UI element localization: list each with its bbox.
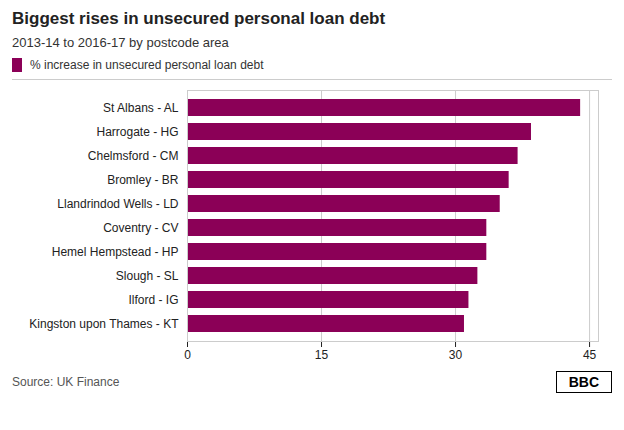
svg-text:Coventry - CV: Coventry - CV bbox=[103, 221, 178, 235]
svg-text:Ilford - IG: Ilford - IG bbox=[128, 293, 178, 307]
html-text:Biggest rises in unsecured per: Biggest rises in unsecured personal loan… bbox=[12, 9, 386, 28]
svg-text:Hemel Hempstead - HP: Hemel Hempstead - HP bbox=[52, 245, 179, 259]
svg-text:Slough - SL: Slough - SL bbox=[116, 269, 179, 283]
svg-text:Harrogate - HG: Harrogate - HG bbox=[96, 125, 178, 139]
svg-text:0: 0 bbox=[184, 348, 191, 362]
svg-text:Bromley - BR: Bromley - BR bbox=[107, 173, 179, 187]
html-text:Source: UK Finance: Source: UK Finance bbox=[12, 375, 120, 389]
svg-text:30: 30 bbox=[449, 348, 463, 362]
html-text:BBC: BBC bbox=[568, 374, 599, 390]
html-text:% increase in unsecured person: % increase in unsecured personal loan de… bbox=[30, 58, 264, 72]
svg-text:Chelmsford - CM: Chelmsford - CM bbox=[88, 149, 179, 163]
svg-text:St Albans - AL: St Albans - AL bbox=[103, 101, 179, 115]
svg-text:Kingston upon Thames - KT: Kingston upon Thames - KT bbox=[29, 317, 179, 331]
svg-text:45: 45 bbox=[583, 348, 597, 362]
svg-text:15: 15 bbox=[315, 348, 329, 362]
html-text:2013-14 to 2016-17 by postcode: 2013-14 to 2016-17 by postcode area bbox=[12, 35, 229, 50]
svg-text:Llandrindod Wells - LD: Llandrindod Wells - LD bbox=[57, 197, 179, 211]
